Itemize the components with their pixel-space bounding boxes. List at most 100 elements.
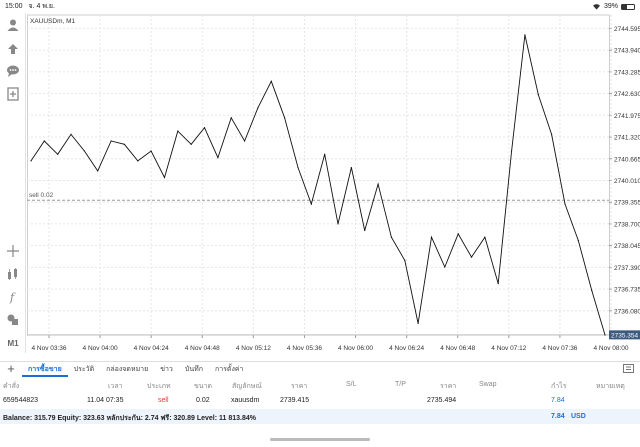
price-point — [243, 140, 246, 142]
price-point — [284, 117, 286, 119]
x-tick-label: 4 Nov 06:48 — [440, 345, 475, 352]
x-tick-label: 4 Nov 04:48 — [185, 345, 220, 352]
col-price: ราคา — [291, 383, 308, 390]
price-point — [123, 143, 126, 145]
indicators-icon[interactable] — [4, 265, 22, 283]
price-point — [417, 322, 419, 324]
status-time: 15:00 — [5, 3, 23, 10]
price-point — [270, 80, 272, 82]
price-point — [444, 266, 446, 268]
col-comment: หมายเหตุ — [596, 383, 625, 390]
y-tick-label: 2741.320 — [614, 135, 640, 142]
tab-journal[interactable]: บันทึก — [184, 365, 203, 373]
price-point — [577, 239, 579, 242]
col-volume: ขนาด — [194, 383, 213, 390]
order-id: 659544823 — [3, 397, 39, 404]
order-current-price: 2735.494 — [427, 397, 457, 404]
objects-icon[interactable] — [4, 311, 22, 329]
col-current-price: ราคา — [440, 383, 457, 390]
x-tick-label: 4 Nov 06:00 — [338, 345, 373, 352]
tab-news[interactable]: ข่าว — [160, 365, 173, 373]
chart-svg[interactable]: 2744.595 2743.940 2743.285 2742.630 2741.975… — [27, 13, 640, 359]
price-point — [430, 236, 433, 238]
transfer-icon[interactable] — [4, 39, 22, 57]
order-profit: 7.84 — [551, 397, 565, 404]
price-point — [337, 223, 339, 225]
price-chart[interactable]: 2744.595 2743.940 2743.285 2742.630 2741.975… — [27, 13, 640, 359]
price-point — [390, 236, 393, 238]
price-point — [377, 183, 379, 185]
new-order-icon[interactable] — [4, 85, 22, 103]
tab-mailbox[interactable]: กล่องจดหมาย — [106, 365, 149, 373]
x-tick-label: 4 Nov 04:00 — [83, 345, 118, 352]
price-series-line — [30, 34, 606, 336]
price-point — [564, 203, 566, 205]
left-toolbar: f M1 — [0, 13, 26, 353]
x-tick-label: 4 Nov 05:12 — [236, 345, 271, 352]
y-tick-label: 2736.735 — [614, 287, 640, 294]
price-point — [57, 153, 59, 155]
x-tick-label: 4 Nov 04:24 — [134, 345, 169, 352]
col-symbol: สัญลักษณ์ — [232, 383, 262, 390]
x-tick-label: 4 Nov 08:00 — [593, 345, 628, 352]
price-point — [510, 150, 513, 152]
status-left: 15:00 จ. 4 พ.ย. — [5, 1, 55, 12]
price-point — [70, 133, 72, 135]
y-tick-label: 2743.285 — [614, 69, 640, 76]
y-tick-label: 2740.665 — [614, 156, 640, 163]
home-indicator — [270, 438, 370, 441]
col-order: คำสั่ง — [3, 383, 20, 390]
price-point — [137, 160, 139, 162]
y-tick-label: 2738.045 — [614, 243, 640, 250]
price-point — [470, 256, 473, 258]
current-price-label: 2735.354 — [611, 332, 638, 339]
price-point — [364, 229, 366, 232]
chat-icon[interactable] — [4, 62, 22, 80]
bottom-tabs: + การซื้อขาย ประวัติ กล่องจดหมาย ข่าว บั… — [0, 361, 640, 377]
svg-text:f: f — [9, 291, 16, 304]
y-tick-label: 2743.940 — [614, 48, 640, 55]
price-point — [497, 283, 499, 285]
y-tick-label: 2736.080 — [614, 308, 640, 315]
price-point — [230, 117, 232, 119]
order-label: sell 0.02 — [29, 192, 54, 199]
price-point — [203, 127, 206, 129]
x-tick-label: 4 Nov 07:12 — [491, 345, 526, 352]
x-tick-label: 4 Nov 07:36 — [542, 345, 577, 352]
x-tick-label: 4 Nov 06:24 — [389, 345, 424, 352]
add-icon[interactable]: + — [7, 361, 15, 376]
price-point — [457, 233, 459, 235]
crosshair-icon[interactable] — [4, 242, 22, 260]
account-icon[interactable] — [4, 16, 22, 34]
function-icon[interactable]: f — [4, 288, 22, 306]
order-type: sell — [158, 397, 169, 404]
order-volume: 0.02 — [196, 397, 210, 404]
price-point — [537, 93, 539, 96]
status-date: จ. 4 พ.ย. — [28, 3, 55, 10]
total-profit: 7.84 — [551, 413, 565, 420]
col-profit: กำไร — [551, 383, 567, 390]
price-point — [404, 259, 406, 261]
battery-icon — [621, 3, 635, 10]
col-tp: T/P — [395, 381, 406, 388]
price-point — [190, 143, 192, 145]
tab-settings[interactable]: การตั้งค่า — [214, 365, 244, 373]
price-point — [177, 130, 179, 132]
order-open-price: 2739.415 — [280, 397, 310, 404]
bottom-area — [0, 425, 640, 447]
price-point — [591, 289, 593, 291]
current-price-tag — [609, 330, 640, 340]
y-tick-label: 2737.390 — [614, 265, 640, 272]
timeframe-button[interactable]: M1 — [7, 338, 19, 348]
price-point — [297, 166, 299, 169]
panel-menu-icon[interactable] — [623, 363, 634, 375]
x-tick-label: 4 Nov 03:36 — [31, 345, 66, 352]
status-bar: 15:00 จ. 4 พ.ย. 39% — [0, 0, 640, 13]
x-tick-label: 4 Nov 05:36 — [287, 345, 322, 352]
table-row[interactable]: 659544823 11.04 07:35 sell 0.02 xauusdm … — [0, 393, 640, 409]
status-right: 39% — [592, 3, 635, 10]
tab-history[interactable]: ประวัติ — [73, 365, 95, 373]
price-point — [83, 150, 85, 152]
tab-trade[interactable]: การซื้อขาย — [22, 362, 68, 377]
col-type: ประเภท — [147, 383, 171, 390]
